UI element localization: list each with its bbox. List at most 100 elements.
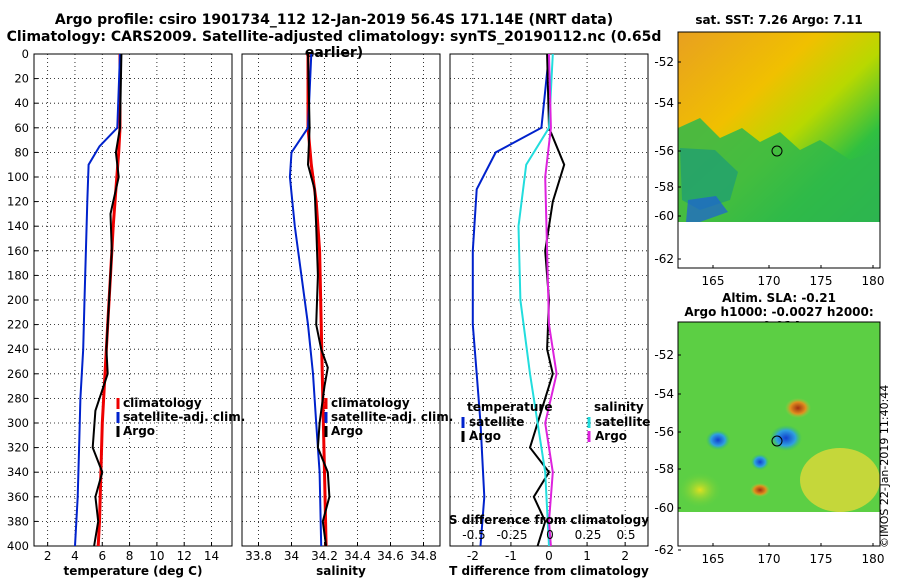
x-tick-label: 4	[71, 549, 79, 563]
x-tick-label: 8	[126, 549, 134, 563]
x-tick-label: 34.8	[410, 549, 437, 563]
figure-title-line2: Climatology: CARS2009. Satellite-adjuste…	[6, 29, 662, 61]
map-lat-label: -62	[654, 543, 674, 557]
secondary-x-tick-label: 0	[546, 528, 554, 542]
sst-map	[678, 32, 880, 268]
series-line-salinity-argo	[544, 53, 558, 547]
legend-label: climatology	[331, 396, 410, 410]
x-axis-label: temperature (deg C)	[64, 564, 203, 578]
y-tick-label: 80	[14, 145, 29, 159]
map-lat-label: -58	[654, 180, 674, 194]
map-lat-label: -62	[654, 252, 674, 266]
secondary-x-tick-label: 0.25	[575, 528, 602, 542]
legend-label: Argo	[469, 429, 501, 443]
legend-label: satellite-adj. clim.	[123, 410, 245, 424]
map-lon-label: 165	[702, 552, 725, 566]
y-tick-label: 140	[7, 219, 29, 233]
series-line-argo	[306, 53, 331, 547]
y-tick-label: 260	[7, 367, 29, 381]
y-tick-label: 320	[7, 441, 29, 455]
x-tick-label: 12	[177, 549, 192, 563]
sst-map-title: sat. SST: 7.26 Argo: 7.11	[695, 13, 863, 27]
series-line-satellite-adj-clim-	[74, 53, 121, 547]
y-tick-label: 220	[7, 318, 29, 332]
legend-label: satellite-adj. clim.	[331, 410, 453, 424]
y-tick-label: 20	[14, 72, 29, 86]
map-lon-label: 170	[758, 274, 781, 288]
x-tick-label: 10	[149, 549, 164, 563]
secondary-axis-label: S difference from climatology	[449, 513, 649, 527]
sla-map-eddy-cold-2	[706, 430, 730, 450]
sla-map-no-data	[678, 512, 880, 546]
imos-timestamp: ©IMOS 22-Jan-2019 11:40:44	[878, 384, 891, 548]
map-frame	[677, 321, 881, 547]
map-lat-label: -60	[654, 501, 674, 515]
map-lat-label: -58	[654, 462, 674, 476]
series-line-argo	[91, 53, 123, 547]
y-tick-label: 240	[7, 342, 29, 356]
map-lat-label: -52	[654, 348, 674, 362]
secondary-x-tick-label: -0.5	[462, 528, 485, 542]
sst-map-cold-core	[686, 196, 728, 222]
secondary-x-tick-label: 0.5	[616, 528, 635, 542]
sla-map-eddy-yellow	[678, 472, 722, 508]
sla-map-high-region	[800, 448, 880, 512]
y-tick-label: 300	[7, 416, 29, 430]
sla-map-eddy-cold-3	[751, 454, 769, 470]
sla-map	[678, 322, 880, 546]
secondary-x-tick-label: -0.25	[496, 528, 527, 542]
map-lat-label: -56	[654, 425, 674, 439]
map-lon-label: 170	[758, 552, 781, 566]
y-tick-label: 400	[7, 539, 29, 553]
series-line-salinity-satellite	[517, 53, 554, 547]
x-tick-label: 0	[545, 549, 553, 563]
plot-frame	[241, 53, 441, 547]
legend-label: Argo	[331, 424, 363, 438]
series-line-satellite-adj-clim-	[288, 53, 323, 547]
x-tick-label: 34.4	[344, 549, 371, 563]
x-tick-label: 2	[44, 549, 52, 563]
x-tick-label: 2	[621, 549, 629, 563]
sst-argo-marker	[771, 145, 783, 157]
figure-title-line1: Argo profile: csiro 1901734_112 12-Jan-2…	[54, 12, 614, 28]
series-line-temperature-satellite	[471, 53, 550, 547]
map-frame	[677, 31, 881, 269]
legend-heading-salinity: salinity	[594, 400, 644, 414]
y-tick-label: 380	[7, 514, 29, 528]
map-lon-label: 175	[810, 274, 833, 288]
x-tick-label: -2	[467, 549, 479, 563]
y-tick-label: 0	[22, 47, 29, 61]
map-lon-label: 175	[810, 552, 833, 566]
x-axis-label: T difference from climatology	[449, 564, 649, 578]
y-tick-label: 340	[7, 465, 29, 479]
map-lat-label: -54	[654, 387, 674, 401]
x-tick-label: 34.2	[311, 549, 338, 563]
x-tick-label: 34.6	[377, 549, 404, 563]
x-axis-label: salinity	[316, 564, 366, 578]
legend-label: Argo	[123, 424, 155, 438]
sst-map-no-data	[678, 222, 880, 268]
x-tick-label: 33.8	[245, 549, 272, 563]
map-lon-label: 180	[862, 552, 885, 566]
x-tick-label: 6	[98, 549, 106, 563]
map-lon-label: 180	[862, 274, 885, 288]
x-tick-label: -1	[505, 549, 517, 563]
legend-label: climatology	[123, 396, 202, 410]
series-line-temperature-argo	[528, 53, 566, 547]
y-tick-label: 60	[14, 121, 29, 135]
map-lat-label: -60	[654, 209, 674, 223]
legend-label: satellite	[469, 415, 524, 429]
y-tick-label: 360	[7, 490, 29, 504]
y-tick-label: 100	[7, 170, 29, 184]
legend-label: Argo	[595, 429, 627, 443]
x-tick-label: 14	[204, 549, 219, 563]
sla-argo-marker	[771, 435, 783, 447]
y-tick-label: 40	[14, 96, 29, 110]
y-tick-label: 160	[7, 244, 29, 258]
map-lon-label: 165	[702, 274, 725, 288]
sst-map-cold-patch	[680, 148, 738, 210]
sla-map-eddy-warm-2	[750, 483, 770, 497]
x-tick-label: 34	[284, 549, 299, 563]
y-tick-label: 280	[7, 391, 29, 405]
